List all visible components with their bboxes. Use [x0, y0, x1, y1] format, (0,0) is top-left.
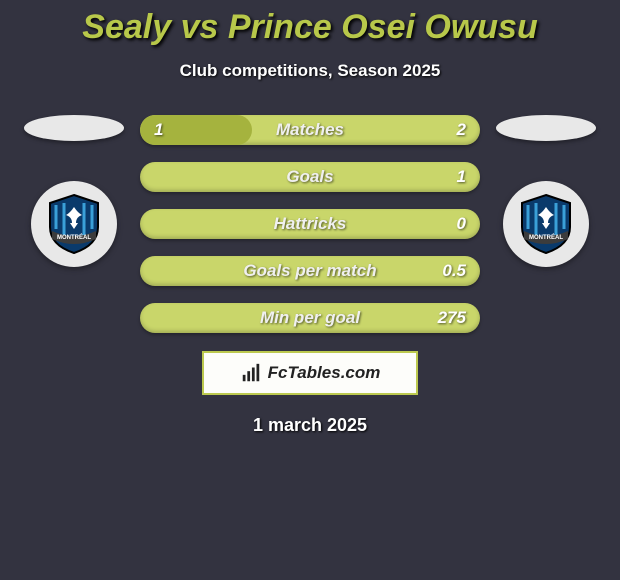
player-photo-placeholder-left — [24, 115, 124, 141]
stat-label: Goals — [286, 167, 333, 187]
stat-bars: 1 Matches 2 Goals 1 Hattricks 0 Goals pe… — [140, 115, 480, 333]
subtitle: Club competitions, Season 2025 — [0, 61, 620, 81]
stat-left-value: 1 — [154, 120, 163, 140]
left-player-col: MONTRÉAL — [24, 115, 124, 267]
stat-right-value: 0 — [457, 214, 466, 234]
team-logo-right: MONTRÉAL — [503, 181, 589, 267]
team-logo-left: MONTRÉAL — [31, 181, 117, 267]
brand-link[interactable]: FcTables.com — [202, 351, 418, 395]
stat-label: Min per goal — [260, 308, 360, 328]
svg-text:MONTRÉAL: MONTRÉAL — [529, 233, 563, 241]
page-title: Sealy vs Prince Osei Owusu — [0, 0, 620, 47]
stat-row-matches: 1 Matches 2 — [140, 115, 480, 145]
comparison-panel: MONTRÉAL 1 Matches 2 Goals 1 Hattricks 0… — [0, 115, 620, 333]
brand-text: FcTables.com — [268, 363, 381, 383]
right-player-col: MONTRÉAL — [496, 115, 596, 267]
stat-right-value: 1 — [457, 167, 466, 187]
svg-text:MONTRÉAL: MONTRÉAL — [57, 233, 91, 241]
stat-label: Goals per match — [243, 261, 376, 281]
stat-label: Matches — [276, 120, 344, 140]
montreal-shield-icon: MONTRÉAL — [518, 193, 574, 255]
player-photo-placeholder-right — [496, 115, 596, 141]
bar-chart-icon — [240, 362, 262, 384]
stat-row-hattricks: Hattricks 0 — [140, 209, 480, 239]
montreal-shield-icon: MONTRÉAL — [46, 193, 102, 255]
stat-row-goals-per-match: Goals per match 0.5 — [140, 256, 480, 286]
stat-right-value: 275 — [438, 308, 466, 328]
stat-label: Hattricks — [274, 214, 347, 234]
stat-right-value: 2 — [457, 120, 466, 140]
stat-right-value: 0.5 — [442, 261, 466, 281]
date-label: 1 march 2025 — [0, 415, 620, 436]
stat-row-goals: Goals 1 — [140, 162, 480, 192]
stat-row-min-per-goal: Min per goal 275 — [140, 303, 480, 333]
